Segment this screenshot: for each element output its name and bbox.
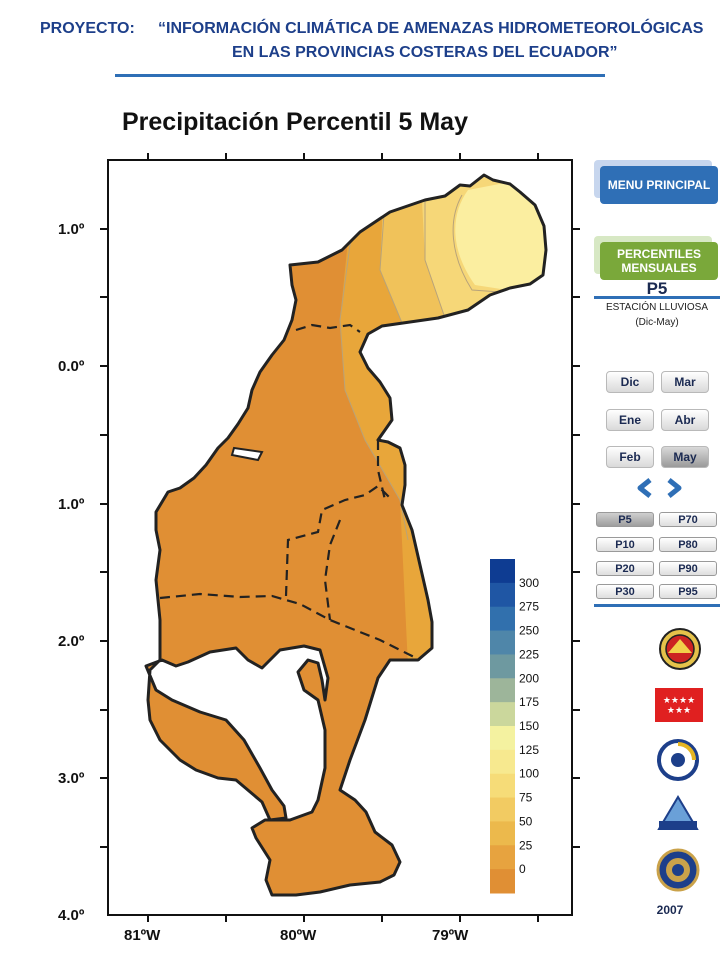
project-title-line1: “INFORMACIÓN CLIMÁTICA DE AMENAZAS HIDRO… [158,20,704,37]
legend-tick-label: 75 [519,791,533,805]
lat-label: 0.0º [58,358,85,375]
legend-tick-label: 200 [519,671,539,685]
current-percentile-title: P5 [646,279,668,298]
month-button-dic[interactable]: Dic [606,371,654,393]
legend-tick-label: 125 [519,743,539,757]
season-label: ESTACIÓN LLUVIOSA [605,302,709,313]
legend-tick-label: 50 [519,814,533,828]
menu-principal-button[interactable]: MENU PRINCIPAL [600,166,718,204]
svg-text:★★★★: ★★★★ [663,696,695,706]
legend-color-swatch [490,821,515,846]
header-divider [115,74,605,77]
lon-label: 79ºW [432,927,469,944]
legend-color-swatch [490,582,515,608]
inamhi-logo-icon [657,795,699,830]
legend-color-swatch [490,726,515,751]
legend-tick-label: 225 [519,647,539,661]
lat-label: 2.0º [58,633,85,650]
percentile-button-p70[interactable]: P70 [659,512,717,527]
legend-color-swatch [490,749,515,775]
percentile-button-p10[interactable]: P10 [596,537,654,552]
lat-label: 1.0º [58,221,85,238]
flag-emblem-icon: ★★★★ ★★★ [655,688,703,722]
month-button-mar[interactable]: Mar [661,371,709,393]
lat-label: 3.0º [58,770,85,787]
legend-color-swatch [490,773,515,799]
legend-color-swatch [490,678,515,703]
institution-seal-icon [659,628,701,670]
legend-tick-label: 0 [519,862,526,876]
lat-label: 4.0º [58,907,85,924]
legend-color-swatch [490,845,515,870]
province-borders [159,323,421,661]
sidebar-divider-bottom [594,604,720,607]
sidebar-divider [594,296,720,299]
coastline-outline [144,173,548,897]
institute-logo-icon [657,739,699,781]
project-label: PROYECTO: [40,20,135,37]
percentile-button-p95[interactable]: P95 [659,584,717,599]
legend-tick-label: 250 [519,624,539,638]
legend-tick-label: 100 [519,767,539,781]
project-title-line2: EN LAS PROVINCIAS COSTERAS DEL ECUADOR” [232,44,618,61]
percentile-button-p30[interactable]: P30 [596,584,654,599]
lon-label: 80ºW [280,927,317,944]
legend-tick-label: 275 [519,600,539,614]
previous-arrow-icon[interactable] [634,478,656,498]
navy-seal-icon [656,848,700,892]
legend-color-swatch [490,702,515,727]
percentile-button-p20[interactable]: P20 [596,561,654,576]
month-button-ene[interactable]: Ene [606,409,654,431]
legend-color-swatch [490,869,515,894]
estuary-notch [230,446,264,462]
legend-color-swatch [490,654,515,679]
legend-tick-label: 300 [519,576,539,590]
percentile-button-p80[interactable]: P80 [659,537,717,552]
next-arrow-icon[interactable] [663,478,685,498]
percentile-button-p5[interactable]: P5 [596,512,654,527]
legend-tick-label: 175 [519,695,539,709]
year-label: 2007 [656,903,684,917]
month-button-abr[interactable]: Abr [661,409,709,431]
header: PROYECTO: “INFORMACIÓN CLIMÁTICA DE AMEN… [0,0,720,80]
season-range: (Dic-May) [635,317,679,328]
percentile-button-p90[interactable]: P90 [659,561,717,576]
lat-label: 1.0º [58,496,85,513]
legend-color-swatch [490,606,515,632]
map-title: Precipitación Percentil 5 May [122,108,468,136]
month-button-may[interactable]: May [661,446,709,468]
legend-color-swatch [490,797,515,822]
map-ticks [100,153,580,922]
month-button-feb[interactable]: Feb [606,446,654,468]
legend-color-swatch [490,630,515,655]
legend-color-swatch [490,559,515,584]
lon-label: 81ºW [124,927,161,944]
legend-tick-label: 150 [519,719,539,733]
percentiles-mensuales-button[interactable]: PERCENTILES MENSUALES [600,242,718,280]
legend-tick-label: 25 [519,838,533,852]
svg-text:★★★: ★★★ [667,706,691,716]
